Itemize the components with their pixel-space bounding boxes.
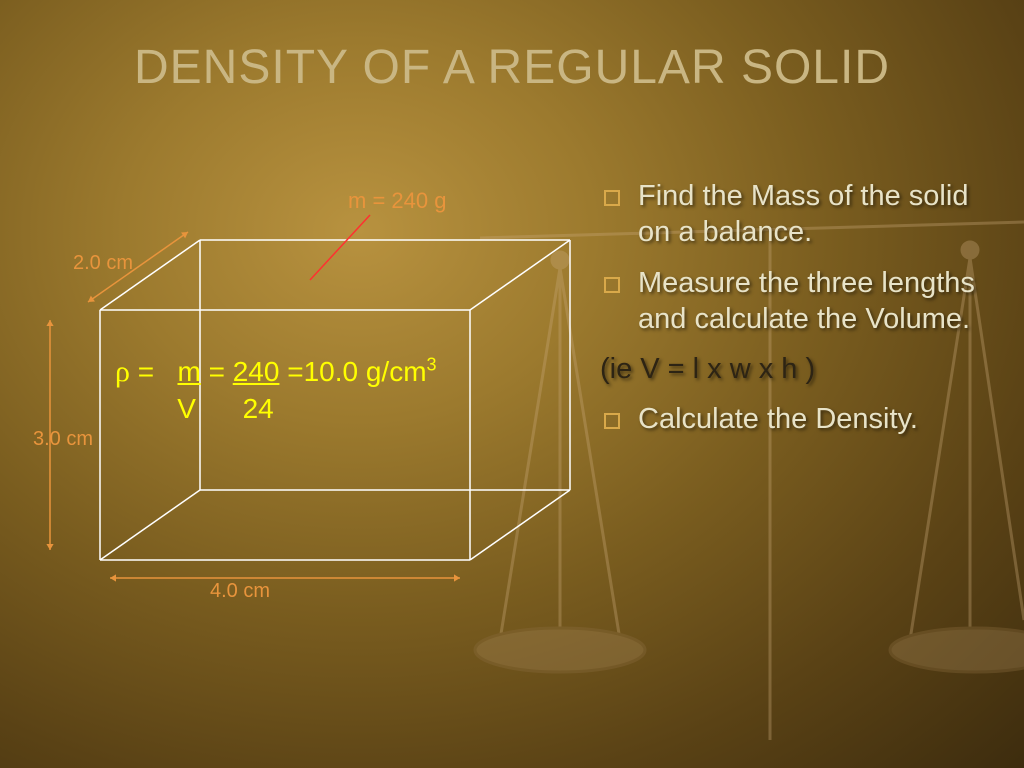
instruction-item: Calculate the Density. — [600, 401, 1000, 437]
cube-diagram: m = 240 g 2.0 cm 3.0 cm 4.0 cm ρ = m = 2… — [40, 180, 580, 640]
instruction-item: Measure the three lengths and calculate … — [600, 265, 1000, 338]
dimension-width-label: 2.0 cm — [73, 252, 133, 275]
mass-label: m = 240 g — [348, 188, 446, 214]
dimension-length-label: 4.0 cm — [210, 580, 270, 603]
dimension-height-label: 3.0 cm — [33, 428, 93, 451]
volume-formula-note: (ie V = l x w x h ) — [600, 351, 1000, 387]
density-formula: ρ = m = 240 =10.0 g/cm3 V 24 — [115, 352, 437, 427]
instruction-list: Find the Mass of the solid on a balance.… — [600, 178, 1000, 452]
slide-title: DENSITY OF A REGULAR SOLID — [0, 40, 1024, 95]
instruction-item: Find the Mass of the solid on a balance. — [600, 178, 1000, 251]
